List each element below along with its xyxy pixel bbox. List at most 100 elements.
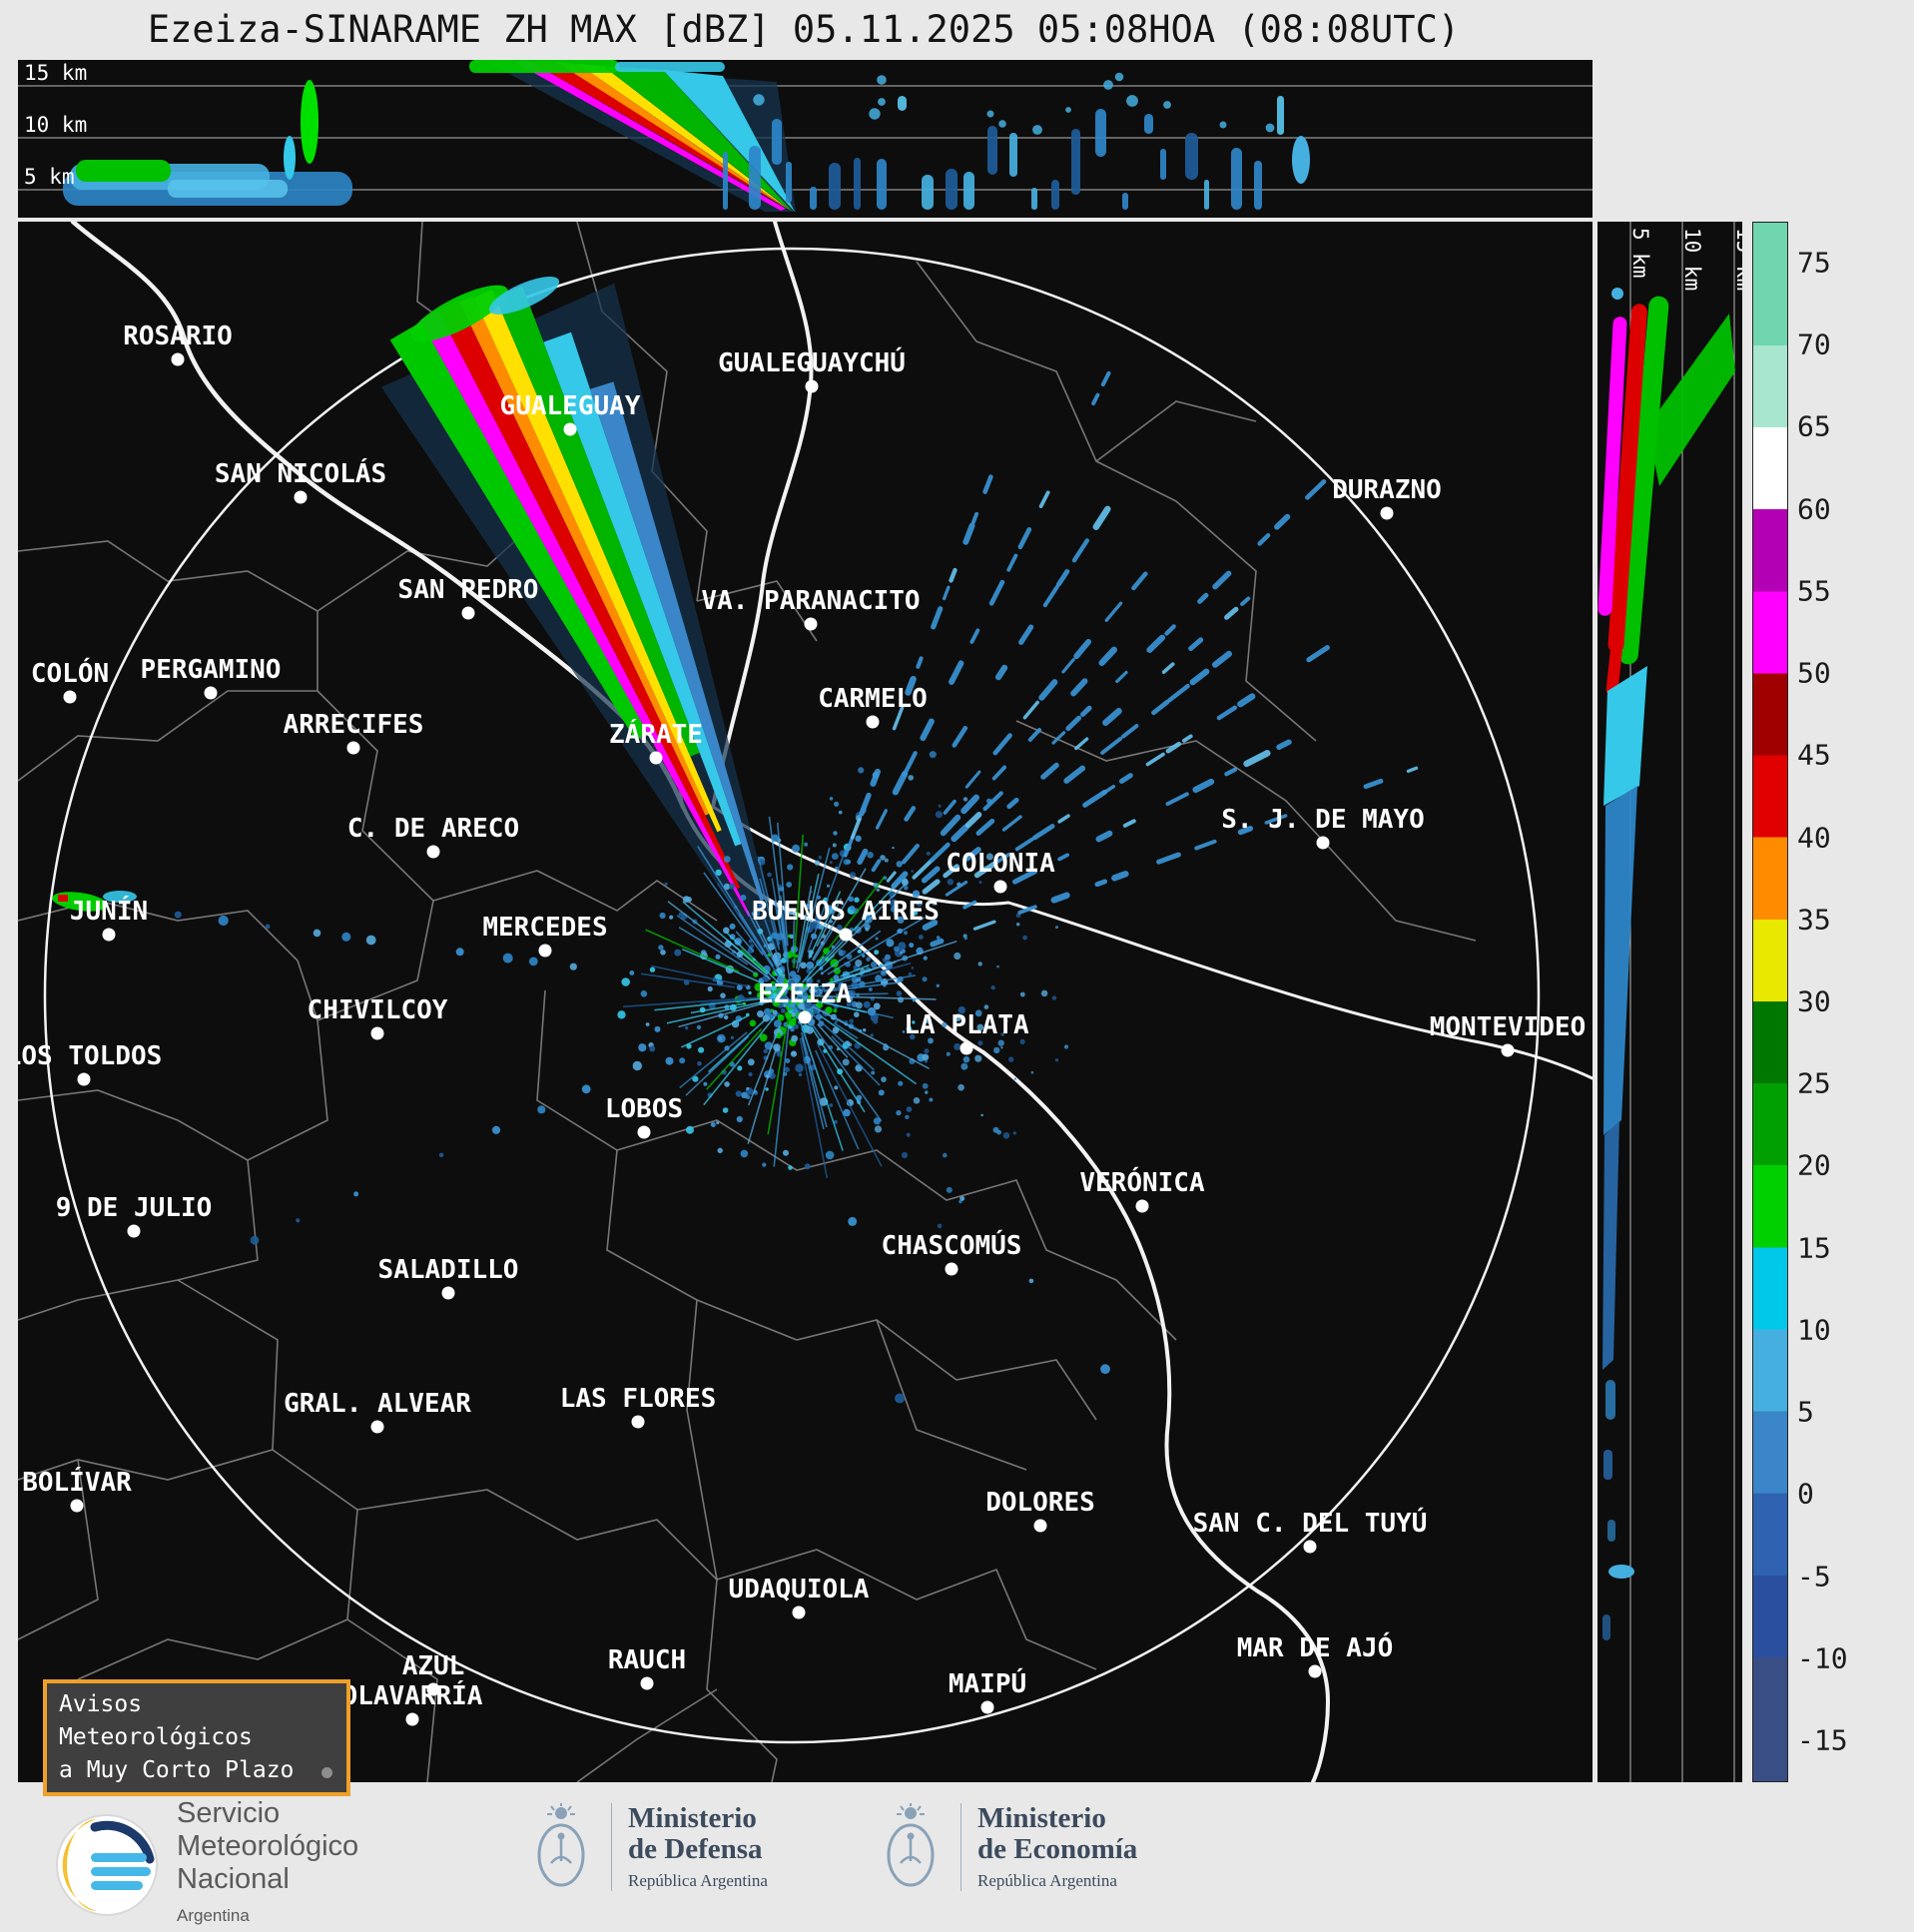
city-dot	[204, 686, 218, 700]
alert-badge[interactable]: Avisos Meteorológicos a Muy Corto Plazo	[43, 1679, 350, 1796]
city-marker: VERÓNICA	[1079, 1166, 1205, 1213]
city-marker: MAR DE AJÓ	[1237, 1631, 1393, 1678]
city-label: GUALEGUAYCHÚ	[718, 346, 906, 378]
city-label: ARRECIFES	[284, 710, 424, 740]
city-dot	[640, 1676, 654, 1690]
city-marker: LA PLATA	[904, 1010, 1029, 1055]
city-dot	[171, 352, 185, 366]
colorbar-tick: 50	[1797, 656, 1831, 690]
city-layer: ROSARIO GUALEGUAYCHÚ GUALEGUAY SAN NICOLÁS D…	[18, 322, 1586, 1726]
city-marker: MERCEDES	[482, 913, 608, 958]
economia-logo-block: Ministerio de Economía República Argenti…	[879, 1803, 1137, 1891]
city-label: BUENOS AIRES	[752, 897, 940, 927]
city-marker: SAN PEDRO	[398, 575, 538, 620]
city-dot	[993, 880, 1007, 894]
city-dot	[798, 1010, 812, 1024]
city-marker: MONTEVIDEO	[1430, 1012, 1587, 1057]
city-label: SAN NICOLÁS	[215, 457, 386, 489]
city-marker: 9 DE JULIO	[56, 1193, 213, 1238]
city-dot	[1380, 506, 1394, 520]
city-dot	[1308, 1664, 1322, 1678]
city-dot	[370, 1420, 384, 1434]
city-dot	[461, 606, 475, 620]
city-marker: GRAL. ALVEAR	[284, 1389, 471, 1434]
city-marker: ZÁRATE	[609, 718, 703, 765]
city-dot	[637, 1125, 651, 1139]
defensa-sub: República Argentina	[628, 1871, 768, 1890]
city-marker: CHIVILCOY	[308, 995, 448, 1040]
main-map: ROSARIO GUALEGUAYCHÚ GUALEGUAY SAN NICOLÁS D…	[18, 222, 1593, 1782]
city-label: GRAL. ALVEAR	[284, 1389, 471, 1419]
city-label: DURAZNO	[1332, 475, 1442, 505]
city-dot	[804, 617, 818, 631]
city-dot	[346, 741, 360, 755]
city-label: EZEIZA	[758, 979, 852, 1009]
city-label: CHASCOMÚS	[882, 1229, 1022, 1261]
city-dot	[538, 944, 552, 958]
city-dot	[294, 490, 308, 504]
city-marker: CARMELO	[818, 684, 928, 729]
alert-line2: a Muy Corto Plazo	[59, 1757, 295, 1783]
city-marker: SAN NICOLÁS	[215, 457, 386, 504]
alert-line1: Avisos Meteorológicos	[59, 1691, 253, 1750]
colorbar-tick: 5	[1797, 1395, 1814, 1429]
city-dot	[792, 1606, 806, 1619]
city-dot	[1303, 1540, 1317, 1554]
smn-logo-icon	[56, 1813, 158, 1916]
city-marker: COLÓN	[31, 657, 109, 704]
economia-name-line2: de Economía	[977, 1833, 1138, 1865]
city-dot	[1316, 836, 1330, 850]
city-marker: COLONIA	[946, 849, 1055, 894]
colorbar-tick: 25	[1797, 1066, 1831, 1100]
colorbar-tick: 65	[1797, 409, 1831, 443]
range-ring	[43, 247, 1541, 1744]
city-label: UDAQUIOLA	[729, 1575, 870, 1605]
smn-name-line2: Meteorológico	[177, 1830, 359, 1862]
smn-logo-block: Servicio Meteorológico Nacional Argentin…	[55, 1797, 358, 1932]
smn-name-line3: Nacional	[177, 1863, 290, 1895]
colorbar-tick: -10	[1797, 1641, 1848, 1675]
city-marker: UDAQUIOLA	[729, 1575, 870, 1619]
city-dot	[1033, 1519, 1047, 1533]
altitude-label-5km: 5 km	[24, 165, 75, 189]
colorbar-tick: 60	[1797, 492, 1831, 526]
defensa-name-line2: de Defensa	[628, 1833, 763, 1865]
right-cross-section: 5 km 10 km 15 km	[1597, 222, 1742, 1782]
city-marker: LOS TOLDOS	[18, 1041, 162, 1086]
smn-name-line1: Servicio	[177, 1797, 281, 1829]
colorbar-tick: 40	[1797, 821, 1831, 854]
city-dot	[649, 751, 663, 765]
colorbar-tick: -5	[1797, 1560, 1831, 1593]
city-marker: AZUL	[402, 1651, 464, 1696]
colorbar-tick: 35	[1797, 903, 1831, 937]
colorbar-tick: -15	[1797, 1723, 1848, 1757]
city-label: C. DE ARECO	[347, 814, 519, 844]
colorbar-tick: 30	[1797, 984, 1831, 1018]
city-dot	[563, 422, 577, 436]
city-label: GUALEGUAY	[500, 391, 641, 421]
city-label: 9 DE JULIO	[56, 1193, 213, 1223]
altitude-label-15km: 15 km	[1732, 228, 1742, 291]
colorbar-tick: 75	[1797, 246, 1831, 280]
city-label: ZÁRATE	[609, 718, 703, 750]
city-marker: PERGAMINO	[141, 655, 281, 700]
admin-boundaries	[18, 222, 1477, 1782]
colorbar	[1752, 222, 1788, 1782]
city-dot	[1135, 1199, 1149, 1213]
colorbar-tick: 70	[1797, 327, 1831, 361]
city-marker: DURAZNO	[1332, 475, 1442, 520]
colorbar-tick: 0	[1797, 1477, 1814, 1511]
city-dot	[1501, 1043, 1515, 1057]
city-dot	[980, 1700, 994, 1714]
city-marker: LAS FLORES	[560, 1384, 717, 1429]
city-marker: JUNÍN	[70, 895, 148, 942]
economia-name-line1: Ministerio	[977, 1802, 1106, 1834]
city-label: MONTEVIDEO	[1430, 1012, 1587, 1042]
city-marker: EZEIZA	[758, 979, 852, 1024]
city-label: ROSARIO	[123, 322, 233, 351]
city-marker: SAN C. DEL TUYÚ	[1193, 1507, 1427, 1554]
economia-sub: República Argentina	[977, 1871, 1117, 1890]
top-cross-section: 15 km 10 km 5 km	[18, 60, 1593, 218]
city-marker: GUALEGUAYCHÚ	[718, 346, 906, 393]
city-label: LAS FLORES	[560, 1384, 717, 1414]
